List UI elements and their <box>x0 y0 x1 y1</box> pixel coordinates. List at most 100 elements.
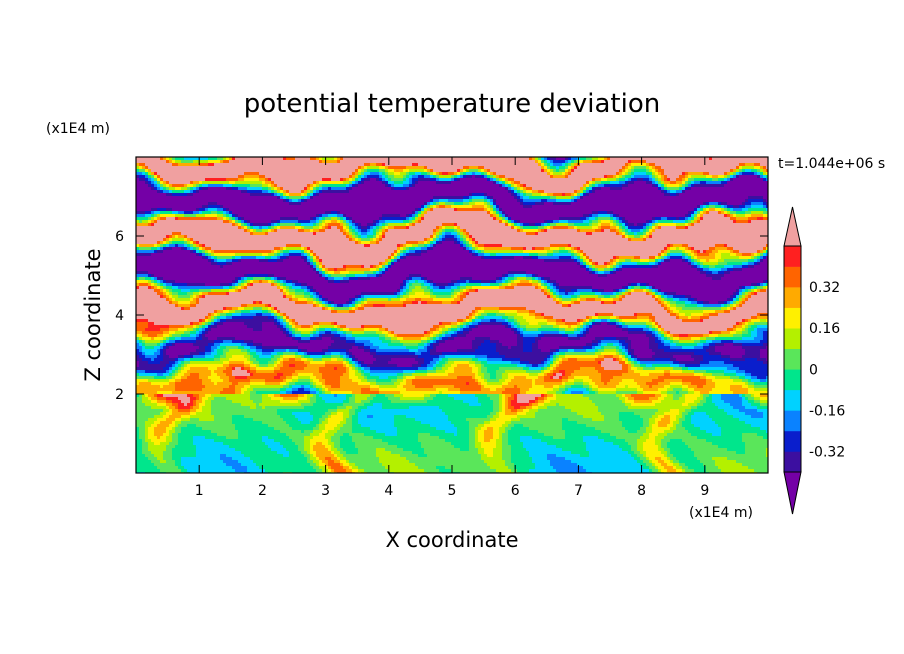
field-cell <box>292 283 296 287</box>
field-cell <box>343 328 350 332</box>
field-cell <box>163 331 170 335</box>
field-cell <box>598 223 602 227</box>
field-cell <box>235 253 263 257</box>
field-cell <box>208 256 212 260</box>
field-cell <box>751 319 761 323</box>
field-cell <box>556 196 572 200</box>
field-cell <box>592 223 599 227</box>
field-cell <box>523 190 527 194</box>
field-cell <box>145 346 155 350</box>
field-cell <box>403 175 407 179</box>
field-cell <box>208 187 227 191</box>
field-cell <box>205 295 284 299</box>
field-cell <box>664 334 668 338</box>
field-cell <box>553 160 566 164</box>
field-cell <box>316 337 323 341</box>
field-cell <box>172 193 188 197</box>
field-cell <box>241 286 245 290</box>
field-cell <box>637 283 641 287</box>
field-cell <box>421 301 428 305</box>
field-cell <box>694 340 701 344</box>
field-cell <box>739 163 746 167</box>
field-cell <box>649 373 665 377</box>
field-cell <box>172 367 176 371</box>
field-cell <box>565 247 572 251</box>
field-cell <box>532 343 539 347</box>
field-cell <box>502 274 506 278</box>
field-cell <box>232 259 239 263</box>
field-cell <box>427 286 431 290</box>
field-cell <box>199 373 212 377</box>
field-cell <box>520 187 524 191</box>
field-cell <box>727 208 731 212</box>
field-cell <box>298 340 311 344</box>
field-cell <box>433 337 437 341</box>
field-cell <box>163 352 167 356</box>
field-cell <box>382 238 425 242</box>
field-cell <box>568 172 572 176</box>
field-cell <box>325 229 341 233</box>
field-cell <box>379 178 383 182</box>
field-cell <box>601 340 620 344</box>
field-cell <box>154 184 158 188</box>
field-cell <box>310 334 314 338</box>
field-cell <box>673 361 680 365</box>
field-cell <box>385 304 404 308</box>
field-cell <box>166 289 170 293</box>
field-cell <box>376 238 380 242</box>
field-cell <box>313 379 320 383</box>
field-cell <box>355 373 362 377</box>
field-cell <box>280 328 284 332</box>
field-cell <box>589 322 593 326</box>
field-cell <box>631 361 635 365</box>
field-cell <box>544 157 548 161</box>
field-cell <box>385 334 389 338</box>
field-cell <box>241 259 260 263</box>
field-cell <box>355 223 359 227</box>
field-cell <box>472 172 476 176</box>
field-cell <box>499 283 503 287</box>
field-cell <box>661 262 689 266</box>
field-cell <box>544 169 548 173</box>
field-cell <box>745 292 749 296</box>
field-cell <box>763 196 768 200</box>
field-cell <box>667 307 671 311</box>
field-cell <box>520 229 524 233</box>
field-cell <box>571 373 602 377</box>
field-cell <box>742 385 749 389</box>
field-cell <box>601 178 608 182</box>
field-cell <box>373 220 377 224</box>
field-cell <box>172 232 182 236</box>
field-cell <box>169 325 185 329</box>
field-cell <box>367 364 398 368</box>
field-cell <box>526 232 536 236</box>
field-cell <box>382 403 470 407</box>
field-cell <box>520 220 545 224</box>
field-cell <box>232 214 236 218</box>
field-cell <box>601 319 608 323</box>
field-cell <box>652 229 656 233</box>
field-cell <box>406 256 482 260</box>
field-cell <box>748 259 755 263</box>
field-cell <box>178 295 191 299</box>
field-cell <box>703 172 710 176</box>
field-cell <box>181 247 185 251</box>
field-cell <box>169 292 173 296</box>
field-cell <box>691 214 695 218</box>
field-cell <box>358 232 362 236</box>
field-cell <box>331 187 347 191</box>
field-cell <box>463 196 470 200</box>
field-cell <box>553 325 560 329</box>
field-cell <box>151 274 155 278</box>
field-cell <box>427 250 470 254</box>
field-cell <box>136 160 167 164</box>
field-cell <box>766 175 768 179</box>
field-cell <box>574 169 620 173</box>
field-cell <box>760 394 768 398</box>
field-cell <box>745 301 768 305</box>
field-cell <box>319 394 335 398</box>
field-cell <box>232 211 326 215</box>
field-cell <box>169 334 173 338</box>
field-cell <box>319 193 470 197</box>
field-cell <box>586 268 590 272</box>
